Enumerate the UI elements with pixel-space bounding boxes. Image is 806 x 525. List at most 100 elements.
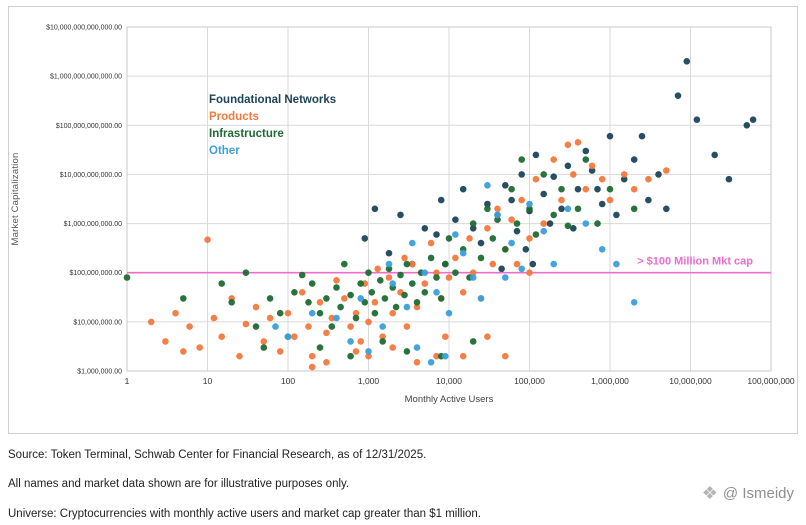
data-point <box>540 220 547 227</box>
universe-note: Universe: Cryptocurrencies with monthly … <box>8 508 481 520</box>
data-point <box>403 323 411 330</box>
data-point <box>361 299 369 306</box>
data-point <box>421 280 429 287</box>
data-point <box>594 220 601 227</box>
legend-item: Infrastructure <box>209 128 284 140</box>
data-point <box>371 309 379 317</box>
data-point <box>574 185 582 193</box>
data-point <box>352 309 360 317</box>
data-point <box>403 348 411 355</box>
data-point <box>333 277 340 284</box>
data-point <box>645 196 652 204</box>
data-point <box>558 205 565 213</box>
data-point <box>403 303 411 311</box>
data-point <box>518 196 525 204</box>
data-point <box>725 175 733 183</box>
data-point <box>513 220 521 227</box>
data-point <box>284 309 292 317</box>
data-point <box>526 235 533 242</box>
data-point <box>630 205 638 213</box>
data-point <box>540 190 547 198</box>
data-point <box>502 274 509 281</box>
data-point <box>162 338 169 345</box>
data-point <box>305 299 312 306</box>
data-point <box>452 269 459 277</box>
data-point <box>385 249 393 257</box>
data-point <box>361 235 369 242</box>
y-tick-label: $10,000,000,000,000.00 <box>46 25 122 32</box>
x-tick-label: 1,000,000 <box>591 376 629 386</box>
data-point <box>598 200 606 208</box>
legend-item: Products <box>209 111 259 123</box>
data-point <box>526 200 533 208</box>
data-point <box>452 231 459 238</box>
data-point <box>413 359 421 366</box>
data-point <box>540 171 547 178</box>
data-point <box>433 274 440 281</box>
data-point <box>459 249 467 257</box>
data-point <box>333 314 340 322</box>
data-point <box>445 309 453 317</box>
data-point <box>210 314 218 322</box>
data-point <box>180 348 187 355</box>
data-point <box>532 231 540 238</box>
data-point <box>437 295 445 302</box>
data-point <box>442 260 449 268</box>
data-point <box>498 265 505 273</box>
data-point <box>347 338 354 345</box>
data-point <box>469 220 477 227</box>
data-point <box>484 225 491 232</box>
data-point <box>452 254 459 262</box>
data-point <box>368 289 376 296</box>
data-point <box>252 323 260 330</box>
data-point <box>613 211 620 219</box>
data-point <box>266 295 274 302</box>
data-point <box>477 239 485 247</box>
data-point <box>357 295 365 302</box>
data-point <box>494 211 501 219</box>
data-point <box>445 235 453 242</box>
data-point <box>598 246 606 253</box>
reference-line-label: > $100 Million Mkt cap <box>637 256 753 268</box>
data-point <box>550 260 557 268</box>
data-point <box>484 182 491 189</box>
x-tick-label: 1 <box>125 376 130 386</box>
data-point <box>379 323 387 330</box>
data-point <box>613 260 620 268</box>
data-point <box>513 260 521 268</box>
data-point <box>452 216 459 223</box>
data-point <box>540 227 547 235</box>
data-point <box>442 352 449 360</box>
data-point <box>333 284 340 291</box>
data-point <box>508 216 515 223</box>
data-point <box>337 303 344 311</box>
data-point <box>385 265 393 273</box>
data-point <box>403 260 411 268</box>
data-point <box>328 314 336 322</box>
data-point <box>228 299 235 306</box>
data-point <box>582 147 590 155</box>
data-point <box>574 139 582 146</box>
y-tick-label: $1,000,000.00 <box>77 369 122 376</box>
data-point <box>494 216 501 223</box>
data-point <box>433 231 440 238</box>
data-point <box>469 269 477 277</box>
data-point <box>570 171 577 178</box>
data-point <box>433 289 440 296</box>
data-point <box>252 303 260 311</box>
data-point <box>550 211 557 219</box>
x-tick-label: 10,000,000 <box>669 376 712 386</box>
data-point <box>196 344 203 351</box>
y-tick-label: $1,000,000,000.00 <box>64 221 122 228</box>
data-point <box>508 185 515 193</box>
data-point <box>323 329 330 337</box>
data-point <box>502 246 509 253</box>
data-point <box>308 280 316 287</box>
data-point <box>433 352 440 360</box>
data-point <box>518 156 525 163</box>
data-point <box>645 175 652 183</box>
data-point <box>316 344 324 351</box>
data-point <box>352 314 360 322</box>
data-point <box>711 151 718 159</box>
x-tick-label: 100,000,000 <box>747 376 795 386</box>
